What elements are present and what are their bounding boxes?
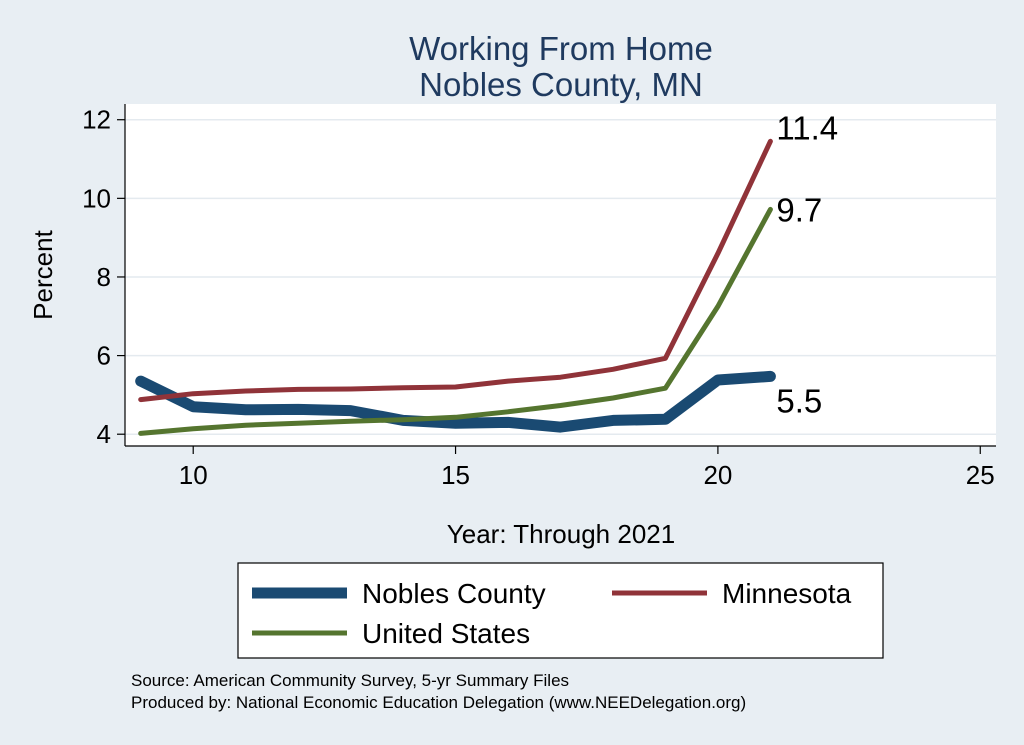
legend-label-minnesota: Minnesota bbox=[722, 578, 852, 609]
end-labels: 5.5 11.4 9.7 bbox=[776, 109, 838, 419]
x-tick-label-15: 15 bbox=[441, 460, 470, 490]
chart-title-line-1: Working From Home bbox=[409, 30, 713, 67]
axis-ticks: 4 6 8 10 12 10 15 20 25 bbox=[82, 105, 995, 490]
x-tick-label-20: 20 bbox=[703, 460, 732, 490]
end-label-united-states: 9.7 bbox=[776, 191, 822, 228]
series-line-united-states bbox=[138, 206, 773, 436]
end-label-minnesota: 11.4 bbox=[776, 109, 838, 146]
grid-lines bbox=[125, 118, 996, 435]
end-label-nobles-county: 5.5 bbox=[776, 382, 822, 419]
legend: Nobles County Minnesota United States bbox=[237, 562, 884, 659]
y-tick-label-8: 8 bbox=[97, 262, 111, 292]
y-tick-label-12: 12 bbox=[82, 105, 111, 135]
x-axis-title: Year: Through 2021 bbox=[447, 519, 675, 549]
x-tick-label-10: 10 bbox=[179, 460, 208, 490]
y-axis-title: Percent bbox=[28, 229, 58, 319]
legend-label-united-states: United States bbox=[362, 618, 530, 649]
y-tick-label-10: 10 bbox=[82, 183, 111, 213]
legend-box bbox=[237, 562, 884, 659]
producer-note: Produced by: National Economic Education… bbox=[131, 693, 746, 712]
chart-title-line-2: Nobles County, MN bbox=[419, 66, 703, 103]
series-line-nobles-county bbox=[135, 370, 776, 433]
x-tick-label-25: 25 bbox=[966, 460, 995, 490]
legend-label-nobles-county: Nobles County bbox=[362, 578, 546, 609]
y-tick-label-4: 4 bbox=[97, 419, 111, 449]
series-lines bbox=[135, 138, 776, 436]
plot-region bbox=[125, 104, 996, 446]
series-line-minnesota bbox=[138, 138, 773, 403]
y-tick-label-6: 6 bbox=[97, 341, 111, 371]
source-note: Source: American Community Survey, 5-yr … bbox=[131, 671, 569, 690]
axes bbox=[124, 104, 996, 447]
